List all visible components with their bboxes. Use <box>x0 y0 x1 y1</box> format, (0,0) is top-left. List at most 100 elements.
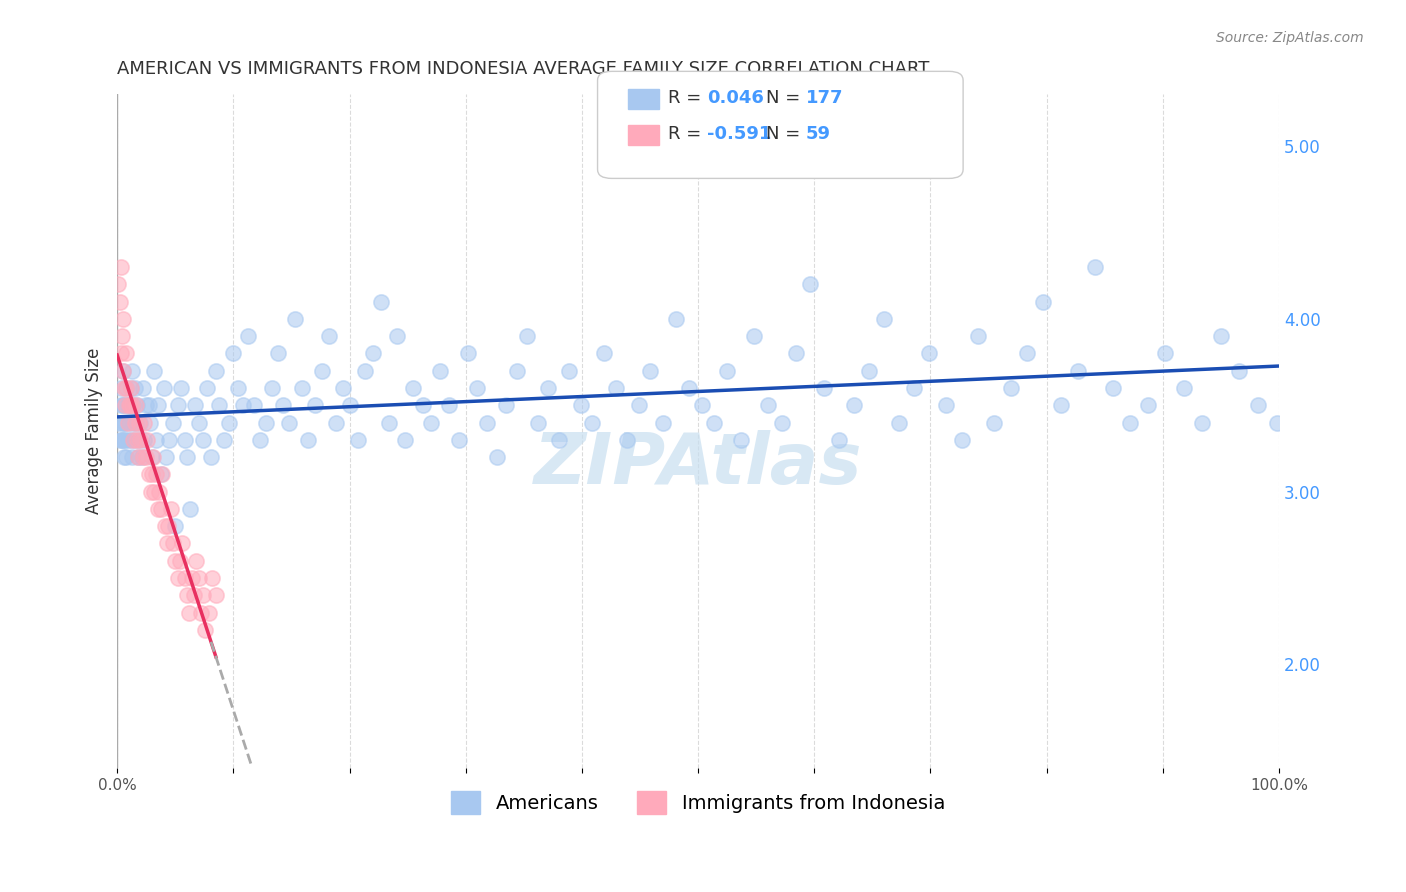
Point <box>142 450 165 464</box>
Point <box>173 433 195 447</box>
Point <box>124 416 146 430</box>
Point <box>183 588 205 602</box>
Point <box>205 364 228 378</box>
Point <box>141 450 163 464</box>
Point <box>1032 294 1054 309</box>
Point <box>111 312 134 326</box>
Point <box>150 467 173 482</box>
Point <box>394 433 416 447</box>
Point <box>190 606 212 620</box>
Point <box>110 398 132 412</box>
Point <box>107 416 129 430</box>
Point <box>152 467 174 482</box>
Point <box>112 398 135 412</box>
Point <box>627 398 650 412</box>
Point <box>121 398 143 412</box>
Point <box>122 433 145 447</box>
Point <box>127 450 149 464</box>
Point <box>141 467 163 482</box>
Point <box>108 294 131 309</box>
Point <box>385 329 408 343</box>
Point <box>136 433 159 447</box>
Point <box>108 433 131 447</box>
Point <box>1247 398 1270 412</box>
Text: R =: R = <box>668 125 707 143</box>
Point <box>266 346 288 360</box>
Point <box>457 346 479 360</box>
Point <box>226 381 249 395</box>
Point <box>187 416 209 430</box>
Point <box>475 416 498 430</box>
Point <box>111 398 134 412</box>
Point <box>284 312 307 326</box>
Point <box>1191 416 1213 430</box>
Point <box>254 416 277 430</box>
Legend: Americans, Immigrants from Indonesia: Americans, Immigrants from Indonesia <box>443 783 953 822</box>
Point <box>128 433 150 447</box>
Point <box>558 364 581 378</box>
Point <box>145 433 167 447</box>
Point <box>111 364 134 378</box>
Point <box>339 398 361 412</box>
Point <box>166 571 188 585</box>
Point <box>143 484 166 499</box>
Text: -0.591: -0.591 <box>707 125 772 143</box>
Point <box>605 381 627 395</box>
Point <box>111 329 134 343</box>
Point <box>112 381 135 395</box>
Point <box>169 554 191 568</box>
Point <box>110 381 132 395</box>
Point <box>138 398 160 412</box>
Point <box>950 433 973 447</box>
Point <box>122 398 145 412</box>
Point <box>1049 398 1071 412</box>
Point <box>278 416 301 430</box>
Point <box>124 433 146 447</box>
Point <box>1154 346 1177 360</box>
Point <box>162 416 184 430</box>
Point <box>547 433 569 447</box>
Point <box>125 433 148 447</box>
Point <box>117 416 139 430</box>
Point <box>756 398 779 412</box>
Point <box>118 398 141 412</box>
Text: AMERICAN VS IMMIGRANTS FROM INDONESIA AVERAGE FAMILY SIZE CORRELATION CHART: AMERICAN VS IMMIGRANTS FROM INDONESIA AV… <box>117 60 929 78</box>
Point <box>439 398 461 412</box>
Point <box>291 381 314 395</box>
Point <box>170 381 193 395</box>
Point <box>132 416 155 430</box>
Point <box>1119 416 1142 430</box>
Point <box>208 398 231 412</box>
Point <box>127 450 149 464</box>
Point <box>165 519 187 533</box>
Point <box>827 433 849 447</box>
Point <box>114 398 136 412</box>
Point <box>1000 381 1022 395</box>
Point <box>111 433 134 447</box>
Point <box>138 467 160 482</box>
Point <box>138 416 160 430</box>
Point <box>690 398 713 412</box>
Point <box>139 484 162 499</box>
Point <box>249 433 271 447</box>
Text: N =: N = <box>766 89 806 107</box>
Point <box>165 554 187 568</box>
Point <box>730 433 752 447</box>
Point <box>200 450 222 464</box>
Point <box>325 416 347 430</box>
Point <box>537 381 560 395</box>
Point <box>194 623 217 637</box>
Point <box>238 329 260 343</box>
Point <box>114 416 136 430</box>
Point <box>742 329 765 343</box>
Point <box>143 364 166 378</box>
Point <box>122 416 145 430</box>
Point <box>616 433 638 447</box>
Point <box>402 381 425 395</box>
Point <box>120 381 142 395</box>
Point <box>176 450 198 464</box>
Point <box>118 398 141 412</box>
Text: 59: 59 <box>806 125 831 143</box>
Point <box>121 364 143 378</box>
Point <box>120 433 142 447</box>
